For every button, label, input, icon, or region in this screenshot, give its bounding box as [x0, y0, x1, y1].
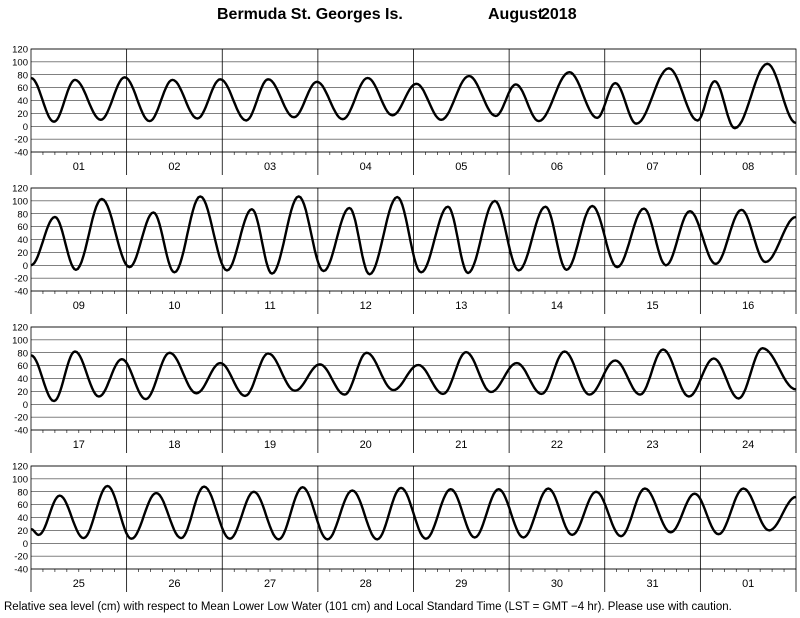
y-tick-label: 120	[12, 323, 28, 334]
tide-series-line	[30, 347, 797, 403]
x-tick-label: 30	[551, 578, 563, 590]
footnote: Relative sea level (cm) with respect to …	[4, 601, 732, 613]
plot-frame	[30, 187, 797, 292]
x-tick-label: 28	[360, 578, 372, 590]
title-station: Bermuda St. Georges Is.	[217, 6, 403, 23]
y-tick-label: 20	[17, 387, 28, 398]
y-tick-label: -40	[14, 287, 28, 298]
tide-series-line	[30, 62, 797, 130]
x-tick-label: 08	[742, 161, 754, 173]
x-tick-label: 18	[168, 439, 180, 451]
y-tick-label: 20	[17, 109, 28, 120]
plot-frame	[30, 48, 797, 153]
y-tick-label: 80	[17, 348, 28, 359]
x-tick-label: 03	[264, 161, 276, 173]
x-tick-label: 05	[455, 161, 467, 173]
x-tick-label: 16	[742, 300, 754, 312]
y-tick-label: 40	[17, 235, 28, 246]
x-tick-label: 26	[168, 578, 180, 590]
y-tick-label: 60	[17, 83, 28, 94]
y-tick-label: 40	[17, 96, 28, 107]
x-tick-label: 07	[646, 161, 658, 173]
plot-frame	[30, 465, 797, 570]
x-tick-label: 10	[168, 300, 180, 312]
y-tick-label: -20	[14, 135, 28, 146]
x-tick-label: 23	[646, 439, 658, 451]
x-tick-label: 01	[73, 161, 85, 173]
title-month: August	[488, 6, 544, 23]
y-tick-label: 100	[12, 57, 28, 68]
x-tick-label: 13	[455, 300, 467, 312]
x-tick-label: 22	[551, 439, 563, 451]
y-tick-label: 80	[17, 487, 28, 498]
y-tick-label: 60	[17, 361, 28, 372]
y-tick-label: 60	[17, 222, 28, 233]
x-tick-label: 14	[551, 300, 563, 312]
y-tick-label: 0	[23, 539, 28, 550]
y-tick-label: 0	[23, 400, 28, 411]
y-tick-label: 120	[12, 45, 28, 56]
x-tick-label: 06	[551, 161, 563, 173]
plot-frame	[30, 326, 797, 431]
y-tick-label: -40	[14, 148, 28, 159]
x-tick-label: 11	[264, 300, 275, 312]
x-tick-label: 19	[264, 439, 276, 451]
y-tick-label: -20	[14, 552, 28, 563]
y-tick-label: 0	[23, 261, 28, 272]
y-tick-label: 100	[12, 335, 28, 346]
y-tick-label: 100	[12, 474, 28, 485]
y-tick-label: 120	[12, 184, 28, 195]
y-tick-label: -20	[14, 413, 28, 424]
x-tick-label: 01	[742, 578, 754, 590]
y-tick-label: 40	[17, 374, 28, 385]
y-tick-label: 20	[17, 526, 28, 537]
y-tick-label: 100	[12, 196, 28, 207]
x-tick-label: 25	[73, 578, 85, 590]
x-tick-label: 02	[168, 161, 180, 173]
x-tick-label: 21	[455, 439, 467, 451]
y-tick-label: 60	[17, 500, 28, 511]
x-tick-label: 09	[73, 300, 85, 312]
x-tick-label: 31	[646, 578, 658, 590]
tide-series-line	[30, 484, 797, 541]
y-tick-label: 80	[17, 70, 28, 81]
y-tick-label: -20	[14, 274, 28, 285]
x-tick-label: 20	[360, 439, 372, 451]
title-year: 2018	[541, 6, 577, 23]
x-tick-label: 27	[264, 578, 276, 590]
x-tick-label: 12	[360, 300, 372, 312]
y-tick-label: -40	[14, 426, 28, 437]
tide-series-line	[30, 195, 797, 276]
y-tick-label: 40	[17, 513, 28, 524]
x-tick-label: 15	[646, 300, 658, 312]
x-tick-label: 04	[360, 161, 372, 173]
x-tick-label: 17	[73, 439, 85, 451]
x-tick-label: 24	[742, 439, 754, 451]
y-tick-label: 120	[12, 462, 28, 473]
y-tick-label: -40	[14, 565, 28, 576]
chart-title: Bermuda St. Georges Is. August 2018	[0, 6, 800, 28]
x-tick-label: 29	[455, 578, 467, 590]
y-tick-label: 80	[17, 209, 28, 220]
y-tick-label: 20	[17, 248, 28, 259]
y-tick-label: 0	[23, 122, 28, 133]
